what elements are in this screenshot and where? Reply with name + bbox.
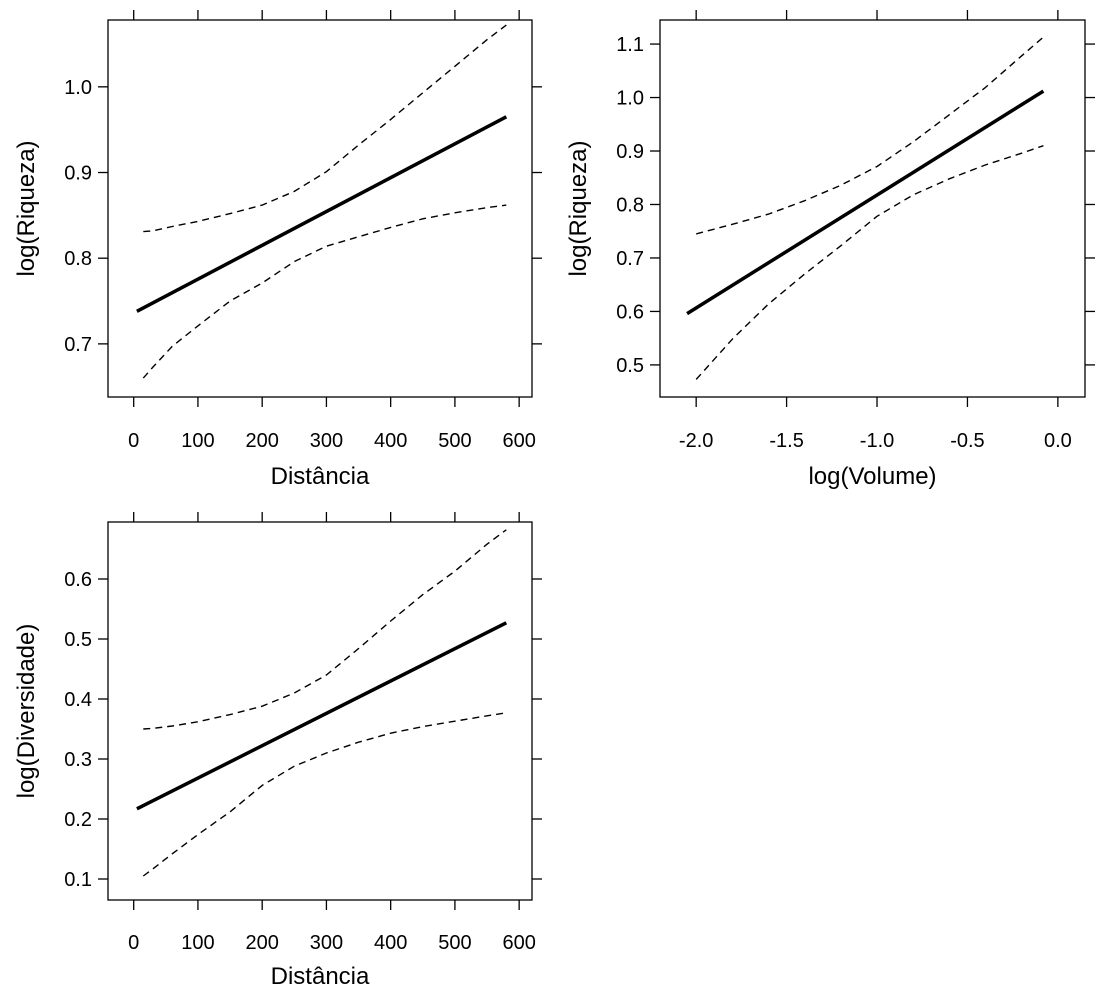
x-tick-label: 0 [128,430,139,452]
y-tick-label: 0.5 [616,355,644,377]
lower-confidence-line [142,712,507,877]
y-tick-label: 0.1 [64,869,92,891]
x-tick-label: 0.0 [1044,430,1072,452]
y-tick-label: 0.9 [64,163,92,185]
chart-panel-1: 0 100 200 300 400 500 600 0.7 0.8 0.9 1.0 Distância… [13,10,542,490]
y-tick-label: 0.8 [616,194,644,216]
x-tick-label: 500 [438,932,471,954]
x-tick-label: 600 [502,430,535,452]
x-tick-label: 0 [128,932,139,954]
y-tick-label: 0.3 [64,749,92,771]
x-tick-label: -1.0 [860,430,894,452]
x-axis-title: Distância [271,463,370,490]
fitted-line [136,621,508,811]
y-tick-label: 0.6 [616,301,644,323]
x-axis-title: log(Volume) [808,463,936,490]
plot-frame [659,19,1086,398]
x-tick-label: 400 [374,430,407,452]
y-axis-title: log(Diversidade) [13,624,40,799]
x-tick-label: 600 [502,932,535,954]
y-tick-label: 0.4 [64,689,92,711]
x-tick-label: -2.0 [679,430,713,452]
y-tick-label: 1.1 [616,34,644,56]
lower-confidence-line [142,204,507,379]
upper-confidence-line [143,529,507,730]
y-tick-label: 0.6 [64,569,92,591]
x-tick-label: 300 [310,430,343,452]
chart-panel-2: -2.0 -1.5 -1.0 -0.5 0.0 0.5 0.6 0.7 0.8 0.9 1.0 1.1… [565,10,1095,490]
x-tick-label: 400 [374,932,407,954]
fitted-line [136,115,508,313]
y-tick-label: 1.0 [616,88,644,110]
x-tick-label: 500 [438,430,471,452]
x-tick-label: -1.5 [769,430,803,452]
y-tick-label: 0.7 [616,248,644,270]
y-tick-label: 0.9 [616,141,644,163]
lower-confidence-line [695,145,1044,380]
y-axis-title: log(Riqueza) [565,140,592,276]
y-tick-label: 1.0 [64,77,92,99]
x-tick-label: 300 [310,932,343,954]
fitted-line [686,89,1045,316]
x-tick-label: 200 [245,430,278,452]
y-tick-label: 0.7 [64,334,92,356]
x-tick-label: 200 [245,932,278,954]
x-tick-label: -0.5 [950,430,984,452]
y-axis-title: log(Riqueza) [13,140,40,276]
upper-confidence-line [696,36,1044,235]
chart-panel-3: 0 100 200 300 400 500 600 0.1 0.2 0.3 0.4 0.5 0.6 Dis… [13,512,542,990]
x-axis-title: Distância [271,963,370,990]
plot-frame [107,19,533,398]
x-tick-label: 100 [181,932,214,954]
y-tick-label: 0.2 [64,809,92,831]
x-tick-label: 100 [181,430,214,452]
upper-confidence-line [143,24,507,233]
y-tick-label: 0.8 [64,248,92,270]
plot-frame [107,521,533,901]
y-tick-label: 0.5 [64,629,92,651]
